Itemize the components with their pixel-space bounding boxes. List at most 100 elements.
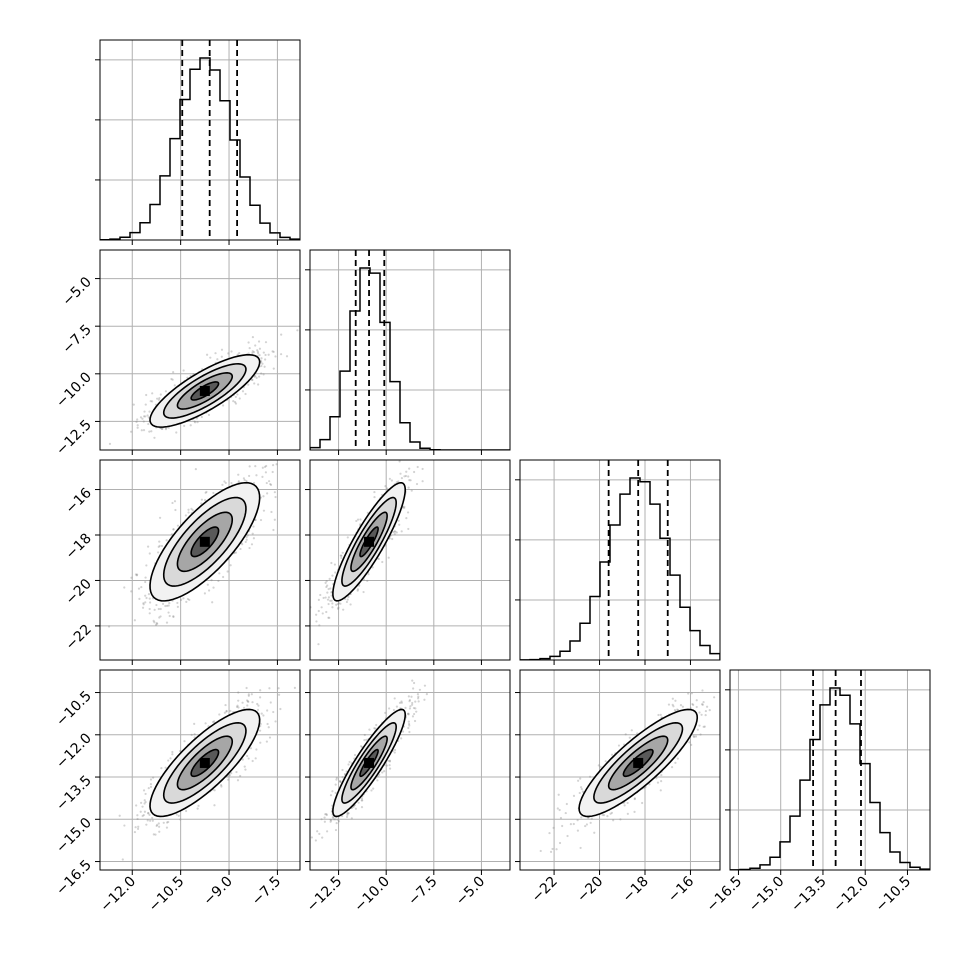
sample-point bbox=[130, 430, 133, 433]
sample-point bbox=[377, 557, 380, 561]
sample-point bbox=[251, 350, 254, 353]
sample-point bbox=[403, 505, 406, 508]
sample-point bbox=[251, 378, 254, 382]
sample-point bbox=[336, 602, 340, 606]
sample-point bbox=[204, 491, 207, 494]
sample-point bbox=[327, 616, 330, 619]
sample-point bbox=[273, 491, 276, 494]
density-peak bbox=[199, 757, 210, 768]
sample-point bbox=[262, 373, 265, 376]
histogram-param-0 bbox=[95, 39, 301, 245]
sample-point bbox=[213, 789, 216, 792]
sample-point bbox=[403, 506, 406, 510]
sample-point bbox=[407, 486, 410, 489]
sample-point bbox=[145, 564, 148, 567]
sample-point bbox=[373, 490, 376, 494]
sample-point bbox=[239, 547, 242, 551]
sample-point bbox=[190, 507, 193, 510]
sample-point bbox=[391, 537, 394, 541]
sample-point bbox=[255, 376, 258, 379]
sample-point bbox=[149, 601, 152, 604]
sample-point bbox=[166, 604, 169, 607]
sample-point bbox=[326, 591, 329, 594]
sample-point bbox=[330, 591, 333, 594]
sample-point bbox=[336, 607, 340, 610]
sample-point bbox=[404, 706, 407, 709]
sample-point bbox=[164, 604, 167, 608]
sample-point bbox=[135, 573, 139, 576]
sample-point bbox=[195, 417, 199, 420]
sample-point bbox=[172, 371, 175, 374]
sample-point bbox=[331, 816, 334, 819]
sample-point bbox=[277, 687, 280, 690]
sample-point bbox=[293, 686, 296, 689]
sample-point bbox=[408, 724, 411, 727]
sample-point bbox=[220, 348, 224, 351]
histogram-param-2 bbox=[515, 459, 721, 665]
sample-point bbox=[171, 753, 174, 756]
sample-point bbox=[144, 800, 147, 804]
sample-point bbox=[143, 810, 147, 813]
sample-point bbox=[152, 619, 155, 622]
sample-point bbox=[262, 495, 265, 498]
density-peak bbox=[364, 536, 375, 547]
sample-point bbox=[239, 774, 242, 778]
sample-point bbox=[148, 410, 151, 413]
sample-point bbox=[392, 531, 395, 534]
sample-point bbox=[172, 528, 175, 531]
sample-point bbox=[142, 429, 146, 432]
sample-point bbox=[415, 710, 418, 713]
sample-point bbox=[256, 349, 259, 352]
sample-point bbox=[328, 577, 331, 581]
sample-point bbox=[256, 702, 259, 706]
density-peak bbox=[199, 536, 210, 547]
sample-point bbox=[108, 442, 112, 445]
sample-point bbox=[251, 759, 254, 763]
y-tick-label: −20 bbox=[63, 576, 95, 608]
sample-point bbox=[264, 358, 267, 361]
sample-point bbox=[245, 536, 248, 539]
sample-point bbox=[327, 602, 330, 606]
sample-point bbox=[136, 426, 139, 429]
sample-point bbox=[155, 603, 158, 607]
sample-point bbox=[144, 403, 147, 406]
sample-point bbox=[136, 424, 139, 427]
sample-point bbox=[152, 776, 155, 779]
sample-point bbox=[176, 524, 180, 527]
y-tick-label: −22 bbox=[63, 621, 95, 653]
sample-point bbox=[334, 783, 337, 786]
sample-point bbox=[259, 518, 263, 522]
sample-point bbox=[218, 713, 221, 716]
sample-point bbox=[257, 340, 261, 343]
sample-point bbox=[256, 708, 260, 711]
sample-point bbox=[144, 576, 147, 579]
sample-point bbox=[146, 819, 149, 822]
y-tick-label: −5.0 bbox=[59, 274, 94, 309]
panel-frame bbox=[99, 669, 301, 871]
sample-point bbox=[225, 710, 228, 713]
sample-point bbox=[123, 586, 126, 589]
sample-point bbox=[340, 554, 343, 557]
sample-point bbox=[260, 360, 263, 364]
sample-point bbox=[330, 561, 333, 565]
sample-point bbox=[178, 749, 182, 753]
sample-point bbox=[150, 430, 153, 433]
sample-point bbox=[158, 544, 161, 547]
sample-point bbox=[411, 679, 414, 682]
sample-point bbox=[139, 810, 142, 813]
sample-point bbox=[322, 596, 325, 600]
sample-point bbox=[335, 603, 338, 606]
sample-point bbox=[408, 730, 411, 734]
sample-point bbox=[320, 606, 323, 609]
sample-point bbox=[135, 574, 138, 577]
y-tick-label: −10.0 bbox=[53, 369, 95, 411]
sample-point bbox=[123, 824, 126, 827]
scatter-points bbox=[108, 329, 299, 445]
sample-point bbox=[136, 418, 139, 421]
sample-point bbox=[395, 531, 398, 534]
sample-point bbox=[193, 733, 196, 736]
sample-point bbox=[136, 817, 139, 821]
sample-point bbox=[339, 602, 342, 605]
sample-point bbox=[307, 450, 309, 452]
